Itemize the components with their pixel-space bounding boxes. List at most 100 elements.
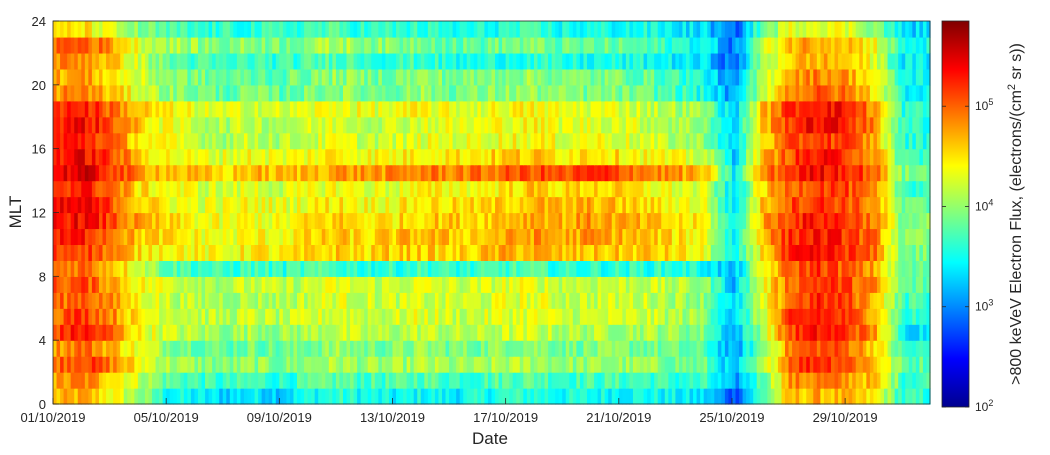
heatmap-cell [243, 292, 249, 309]
heatmap-cell [696, 196, 701, 214]
heatmap-cell [144, 68, 150, 86]
heatmap-cell [664, 372, 669, 389]
heatmap-cell [813, 372, 818, 389]
heatmap-cell [693, 132, 698, 150]
heatmap-cell [357, 308, 362, 325]
heatmap-cell [183, 148, 188, 166]
heatmap-cell [106, 388, 111, 405]
heatmap-cell [70, 100, 75, 118]
heatmap-cell [307, 164, 312, 182]
heatmap-cell [731, 148, 737, 166]
heatmap-cell [311, 292, 316, 309]
heatmap-cell [876, 196, 882, 214]
heatmap-cell [519, 260, 524, 277]
heatmap-cell [176, 260, 181, 277]
heatmap-cell [505, 244, 510, 261]
heatmap-cell [795, 148, 800, 166]
heatmap-cell [516, 340, 521, 357]
heatmap-cell [470, 356, 475, 373]
heatmap-cell [314, 116, 319, 134]
heatmap-cell [523, 356, 528, 373]
heatmap-cell [98, 324, 104, 341]
heatmap-cell [427, 132, 432, 150]
heatmap-cell [360, 308, 365, 325]
heatmap-cell [459, 260, 464, 277]
heatmap-cell [396, 132, 401, 150]
heatmap-cell [56, 84, 61, 102]
heatmap-cell [70, 308, 75, 325]
heatmap-cell [785, 116, 790, 134]
heatmap-cell [289, 84, 295, 102]
heatmap-cell [622, 292, 627, 309]
heatmap-cell [756, 228, 761, 246]
heatmap-cell [526, 244, 531, 261]
heatmap-cell [466, 260, 471, 277]
heatmap-cell [332, 132, 337, 150]
heatmap-cell [144, 260, 150, 277]
heatmap-cell [834, 132, 839, 150]
heatmap-cell [526, 308, 531, 325]
heatmap-cell [480, 196, 486, 214]
heatmap-cell [282, 212, 287, 230]
heatmap-cell [728, 196, 733, 214]
heatmap-cell [848, 100, 853, 118]
heatmap-cell [717, 148, 722, 166]
heatmap-cell [282, 388, 287, 405]
heatmap-cell [640, 116, 645, 134]
heatmap-cell [321, 180, 326, 198]
heatmap-cell [137, 308, 143, 325]
heatmap-cell [569, 372, 574, 389]
heatmap-cell [876, 180, 882, 198]
heatmap-cell [53, 292, 58, 309]
heatmap-cell [396, 324, 401, 341]
heatmap-cell [456, 164, 461, 182]
heatmap-cell [431, 292, 436, 309]
heatmap-cell [703, 292, 708, 309]
heatmap-cell [767, 292, 772, 309]
heatmap-cell [845, 324, 850, 341]
heatmap-cell [173, 196, 178, 214]
heatmap-cell [834, 260, 839, 277]
heatmap-cell [162, 148, 167, 166]
heatmap-cell [127, 340, 132, 357]
heatmap-cell [650, 84, 655, 102]
heatmap-cell [70, 276, 75, 293]
heatmap-cell [392, 244, 397, 261]
heatmap-cell [682, 132, 687, 150]
heatmap-cell [820, 388, 825, 405]
heatmap-cell [328, 180, 333, 198]
heatmap-cell [449, 292, 454, 309]
heatmap-cell [321, 340, 326, 357]
heatmap-cell [767, 372, 772, 389]
heatmap-cell [530, 212, 535, 230]
heatmap-cell [781, 116, 786, 134]
heatmap-cell [194, 164, 199, 182]
heatmap-cell [742, 244, 747, 261]
heatmap-cell [548, 292, 553, 309]
heatmap-cell [385, 260, 390, 277]
heatmap-cell [399, 148, 404, 166]
heatmap-cell [795, 372, 800, 389]
heatmap-cell [342, 388, 348, 405]
heatmap-cell [675, 100, 680, 118]
heatmap-cell [795, 164, 800, 182]
heatmap-cell [314, 276, 319, 293]
heatmap-cell [728, 148, 733, 166]
heatmap-cell [120, 372, 125, 389]
heatmap-cell [597, 244, 602, 261]
heatmap-cell [113, 164, 118, 182]
heatmap-cell [215, 260, 220, 277]
heatmap-cell [675, 244, 680, 261]
heatmap-cell [756, 356, 761, 373]
heatmap-cell [441, 308, 447, 325]
heatmap-cell [229, 116, 234, 134]
heatmap-cell [219, 116, 224, 134]
heatmap-cell [307, 260, 312, 277]
heatmap-cell [77, 196, 82, 214]
heatmap-cell [558, 196, 563, 214]
heatmap-cell [388, 388, 394, 405]
heatmap-cell [569, 340, 574, 357]
heatmap-cell [120, 196, 125, 214]
heatmap-cell [629, 388, 634, 405]
heatmap-cell [848, 276, 853, 293]
